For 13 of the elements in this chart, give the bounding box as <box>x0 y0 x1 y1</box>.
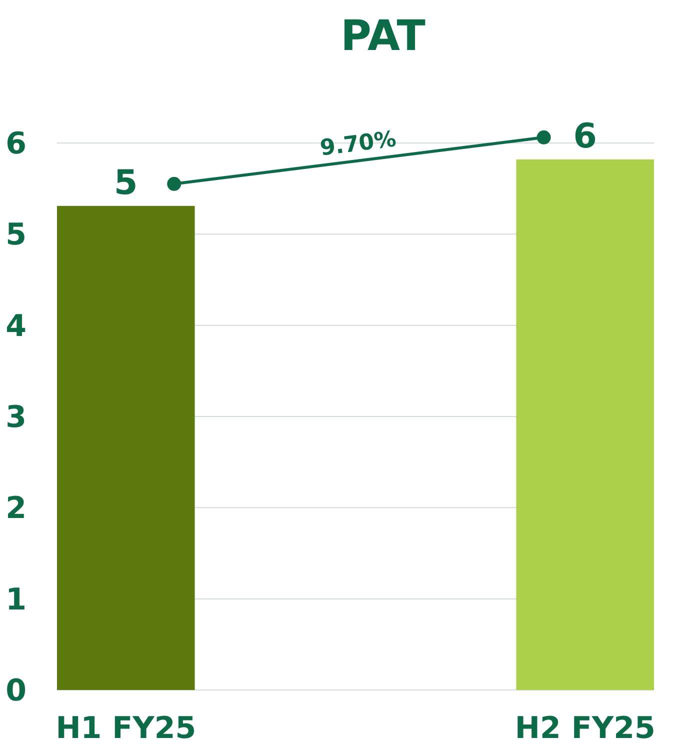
chart-title: PAT <box>340 11 426 60</box>
y-tick-label: 4 <box>6 308 26 344</box>
y-tick-label: 6 <box>6 126 26 162</box>
data-label: 5 <box>114 162 138 203</box>
y-tick-label: 1 <box>6 582 26 618</box>
y-tick-label: 2 <box>6 491 26 526</box>
x-tick-label: H2 FY25 <box>514 711 656 746</box>
data-label: 6 <box>573 116 597 156</box>
y-tick-label: 3 <box>6 400 26 435</box>
y-tick-label: 0 <box>6 674 26 708</box>
annotation: 9.70% <box>318 127 398 162</box>
y-tick-label: 5 <box>6 218 26 253</box>
x-tick-label: H1 FY25 <box>56 711 196 746</box>
